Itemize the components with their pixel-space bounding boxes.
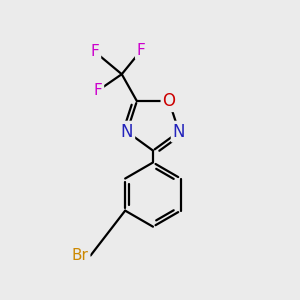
Text: N: N [173,123,185,141]
Text: Br: Br [72,248,88,263]
Text: O: O [163,92,176,110]
Text: F: F [94,83,102,98]
Text: F: F [91,44,99,59]
Text: N: N [121,123,133,141]
Text: F: F [137,43,146,58]
